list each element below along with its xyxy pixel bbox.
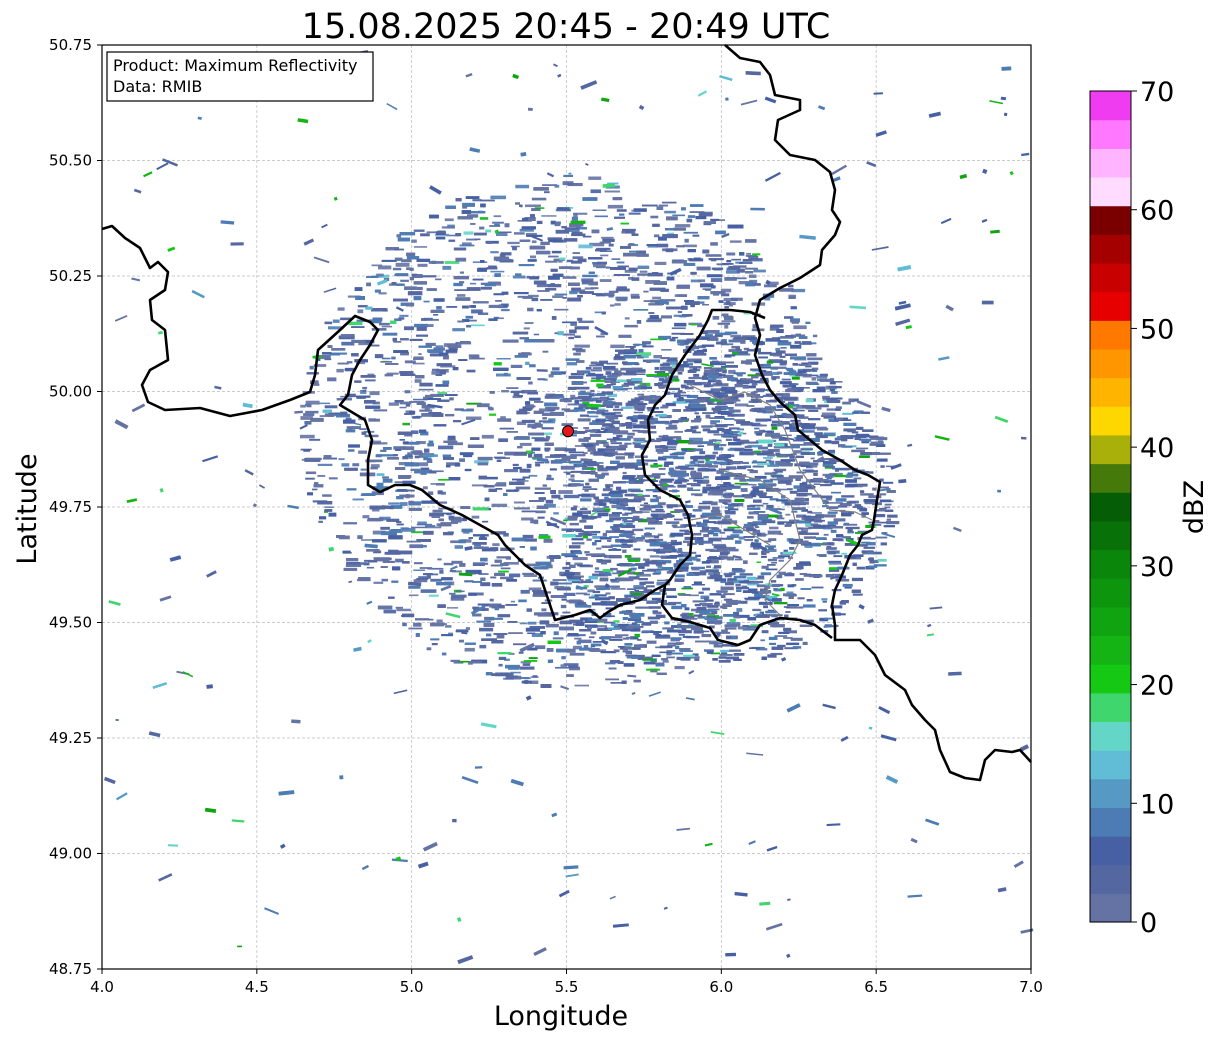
y-tick-label: 49.25 — [49, 729, 92, 747]
colorbar-band — [1090, 721, 1131, 751]
colorbar-band — [1090, 549, 1131, 579]
x-tick-label: 5.0 — [400, 978, 424, 996]
colorbar: 0 10 20 30 40 50 60 70 dBZ — [1089, 77, 1210, 939]
colorbar-label: dBZ — [1179, 480, 1210, 534]
colorbar-band — [1090, 778, 1131, 808]
colorbar-band — [1090, 692, 1131, 723]
y-tick-label: 48.75 — [49, 960, 92, 978]
colorbar-band — [1090, 463, 1131, 493]
x-axis-ticks: 4.0 4.5 5.0 5.5 6.0 6.5 7.0 — [90, 969, 1043, 996]
y-axis-ticks: 48.75 49.00 49.25 49.50 49.75 50.00 50.25 50.50… — [49, 36, 102, 978]
y-tick-label: 50.00 — [49, 383, 92, 401]
x-tick-label: 4.0 — [90, 978, 114, 996]
y-tick-label: 49.75 — [49, 498, 92, 516]
colorbar-band — [1090, 176, 1131, 207]
colorbar-tick-label: 20 — [1140, 671, 1174, 702]
colorbar-band — [1090, 406, 1131, 436]
y-tick-label: 50.50 — [49, 152, 92, 170]
x-tick-label: 5.5 — [555, 978, 579, 996]
info-box-frame — [106, 51, 374, 102]
y-tick-label: 49.00 — [49, 845, 92, 863]
chart-title: 15.08.2025 20:45 - 20:49 UTC — [302, 7, 831, 47]
admin-border-line — [689, 514, 771, 546]
radar-echoes — [103, 49, 1034, 965]
colorbar-tick-label: 70 — [1140, 77, 1174, 108]
x-axis-label: Longitude — [494, 1001, 628, 1032]
colorbar-band — [1090, 750, 1131, 780]
colorbar-band — [1090, 836, 1131, 866]
colorbar-tick-label: 60 — [1140, 196, 1174, 227]
x-tick-label: 6.0 — [709, 978, 733, 996]
colorbar-tick-label: 10 — [1140, 789, 1174, 820]
x-tick-label: 7.0 — [1019, 978, 1043, 996]
border-lux-south — [660, 584, 833, 647]
info-product-text: Product: Maximum Reflectivity — [113, 56, 357, 75]
y-tick-label: 50.75 — [49, 36, 92, 54]
colorbar-bands — [1090, 91, 1131, 923]
y-axis-label: Latitude — [12, 453, 43, 564]
colorbar-band — [1090, 148, 1131, 178]
admin-border-line — [689, 384, 873, 521]
colorbar-band — [1090, 520, 1131, 551]
radar-site-marker — [562, 425, 575, 438]
map-plot: 4.0 4.5 5.0 5.5 6.0 6.5 7.0 48.75 49.00 49.25 49.… — [49, 36, 1043, 996]
colorbar-band — [1090, 664, 1131, 694]
border-belgium-luxembourg — [101, 224, 666, 622]
x-tick-label: 6.5 — [864, 978, 888, 996]
info-box: Product: Maximum Reflectivity Data: RMIB — [106, 51, 374, 102]
info-data-text: Data: RMIB — [113, 77, 202, 96]
colorbar-tick-label: 30 — [1140, 552, 1174, 583]
colorbar-ticks: 0 10 20 30 40 50 60 70 — [1131, 77, 1174, 939]
colorbar-tick-label: 50 — [1140, 314, 1174, 345]
colorbar-band — [1090, 492, 1131, 522]
colorbar-frame — [1089, 90, 1132, 923]
colorbar-band — [1090, 91, 1131, 121]
colorbar-tick-label: 40 — [1140, 433, 1174, 464]
admin-borders — [689, 384, 873, 616]
colorbar-band — [1090, 807, 1131, 837]
y-tick-label: 49.50 — [49, 614, 92, 632]
colorbar-band — [1090, 291, 1131, 321]
colorbar-band — [1090, 864, 1131, 894]
colorbar-tick-label: 0 — [1140, 908, 1157, 939]
colorbar-band — [1090, 234, 1131, 264]
y-tick-label: 50.25 — [49, 267, 92, 285]
colorbar-band — [1090, 348, 1131, 379]
border-germany — [724, 44, 1032, 782]
colorbar-band — [1090, 434, 1131, 465]
colorbar-band — [1090, 320, 1131, 350]
border-lux-west — [640, 308, 766, 586]
admin-border-line — [719, 469, 801, 616]
colorbar-band — [1090, 606, 1131, 637]
colorbar-band — [1090, 893, 1131, 923]
country-borders — [101, 44, 1032, 782]
colorbar-band — [1090, 119, 1131, 149]
colorbar-band — [1090, 635, 1131, 665]
colorbar-band — [1090, 578, 1131, 608]
x-tick-label: 4.5 — [245, 978, 269, 996]
colorbar-band — [1090, 377, 1131, 407]
colorbar-band — [1090, 205, 1131, 235]
colorbar-band — [1090, 262, 1131, 293]
